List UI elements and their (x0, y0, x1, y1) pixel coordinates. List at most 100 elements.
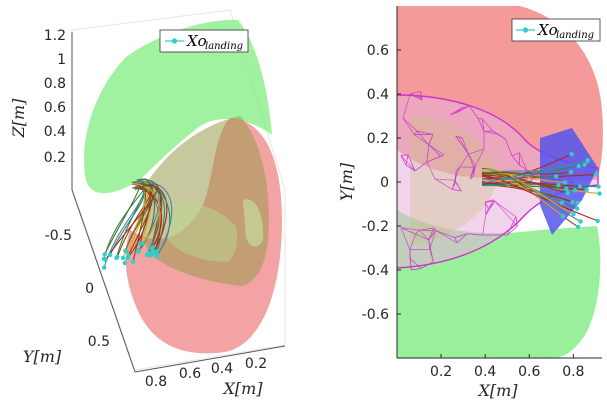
mesh-edge (511, 155, 520, 166)
landing-point (556, 183, 561, 188)
landing-point (569, 151, 574, 157)
mesh-edge (482, 214, 487, 236)
mesh-edge (426, 161, 436, 180)
mesh-edge (426, 155, 441, 163)
mesh-edge (400, 227, 411, 250)
landing-point (564, 186, 569, 191)
landing-point (595, 218, 600, 224)
left-legend-subscript: landing (205, 41, 243, 52)
left-green-region (84, 19, 273, 194)
left-x-tick: 0.6 (179, 366, 201, 382)
left-z-tick: 0.6 (44, 100, 66, 116)
mesh-edge (515, 216, 518, 227)
mesh-edge (409, 233, 416, 250)
trajectory-line (481, 174, 567, 190)
mesh-edge (428, 144, 441, 157)
mesh-edge (400, 154, 409, 156)
left-legend-marker (171, 38, 178, 44)
mesh-edge (469, 167, 475, 180)
mesh-edge (416, 130, 434, 135)
landing-point (593, 172, 598, 177)
mesh-edge (483, 131, 499, 135)
mesh-edge (418, 229, 429, 241)
left-y-tick: 0.5 (88, 334, 110, 350)
landing-point (574, 206, 580, 211)
left-z-tick: 1.2 (44, 28, 66, 44)
right-y-ticks: 0.6 0.4 0.2 0 -0.2 -0.4 -0.6 (362, 43, 401, 323)
mesh-edge (533, 174, 541, 177)
landing-point (130, 259, 136, 264)
mesh-edge (450, 105, 470, 115)
landing-point (140, 241, 145, 246)
trajectory-line (481, 160, 588, 181)
landing-point (577, 184, 583, 189)
mesh-edge (481, 118, 485, 132)
mesh-edge (435, 230, 455, 238)
mesh-edge (468, 153, 475, 168)
left-y-tick: -0.5 (45, 228, 72, 244)
mesh-edge (468, 148, 485, 155)
right-mesh-outline (396, 94, 599, 269)
mesh-edge (414, 130, 418, 135)
left-legend: Xo landing (159, 29, 249, 53)
right-legend-subscript: landing (556, 30, 594, 41)
landing-point (571, 212, 576, 217)
landing-point (126, 253, 131, 258)
landing-point (108, 252, 113, 257)
mesh-edge (434, 178, 453, 190)
mesh-edge (459, 153, 469, 168)
landing-point (575, 200, 580, 206)
left-envelope-highlight (168, 203, 238, 262)
right-x-tick: 0.2 (430, 364, 452, 380)
mesh-edge (488, 201, 496, 210)
landing-point (102, 265, 107, 270)
right-x-tick: 0.4 (474, 364, 496, 380)
mesh-edge (469, 175, 474, 180)
mesh-edge (481, 118, 494, 132)
trajectory-line (115, 180, 146, 259)
mesh-edge (429, 230, 436, 250)
mesh-edge (414, 161, 428, 172)
landing-point (150, 251, 156, 256)
landing-point (578, 219, 583, 224)
mesh-edge (401, 227, 420, 231)
right-legend-marker (522, 27, 529, 33)
left-z-tick: 0.2 (44, 150, 66, 166)
landing-point (103, 257, 108, 263)
mesh-edge (400, 227, 416, 235)
right-y-tick: 0.4 (367, 87, 389, 103)
landing-point (568, 169, 574, 175)
landing-point (575, 224, 581, 229)
landing-point (144, 252, 150, 257)
mesh-edge (454, 237, 458, 243)
mesh-edge (434, 178, 455, 181)
mesh-edge (433, 227, 436, 231)
right-y-tick: 0.2 (367, 131, 389, 147)
mesh-edge (485, 208, 489, 216)
right-landing-points (554, 151, 602, 229)
right-x-ticks: 0.2 0.4 0.6 0.8 (430, 354, 584, 380)
mesh-edge (435, 230, 458, 244)
mesh-edge (402, 117, 415, 135)
mesh-edge (519, 164, 527, 170)
mesh-edge (419, 227, 434, 231)
right-y-tick: -0.2 (362, 219, 389, 235)
mesh-edge (400, 155, 407, 166)
mesh-edge (519, 152, 527, 170)
right-2d-plot: 0.6 0.4 0.2 0 -0.2 -0.4 -0.6 0.2 0.4 0.6 0.8 Y[m]… (337, 6, 603, 400)
mesh-edge (409, 258, 422, 269)
landing-point (560, 214, 566, 219)
landing-point (114, 255, 119, 261)
mesh-edge (456, 233, 468, 244)
right-y-tick: 0.6 (367, 43, 389, 59)
landing-point (559, 200, 565, 205)
mesh-edge (428, 134, 434, 145)
right-x-tick: 0.8 (562, 364, 584, 380)
landing-point (576, 163, 581, 169)
landing-point (582, 162, 587, 167)
right-y-tick: -0.6 (362, 307, 389, 323)
landing-point (562, 180, 568, 185)
mesh-edge (415, 233, 429, 241)
left-x-label: X[m] (221, 379, 263, 398)
landing-point (554, 174, 559, 179)
